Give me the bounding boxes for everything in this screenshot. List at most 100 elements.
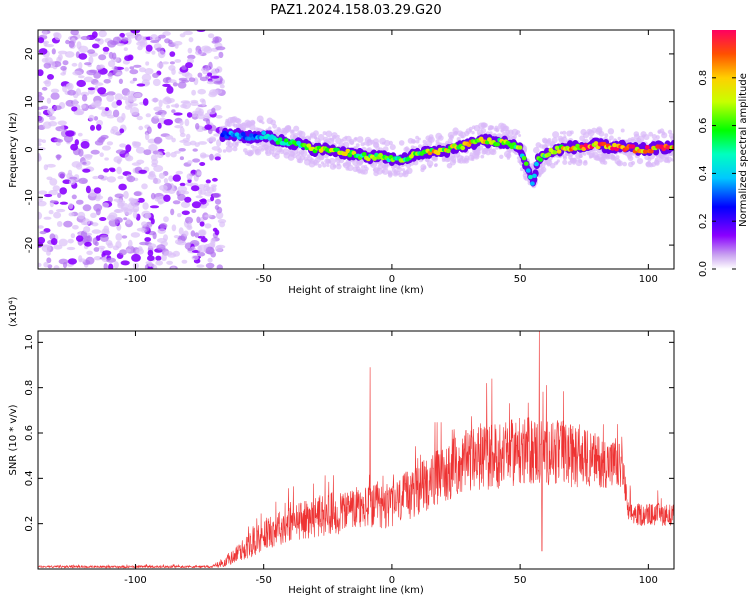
noise-blob bbox=[44, 193, 53, 198]
noise-blob bbox=[150, 218, 155, 225]
noise-blob bbox=[151, 97, 159, 103]
ridge-halo bbox=[428, 164, 432, 169]
noise-blob bbox=[58, 238, 68, 247]
noise-blob bbox=[123, 47, 128, 51]
noise-blob bbox=[130, 232, 141, 238]
ridge-halo bbox=[251, 120, 256, 125]
noise-blob bbox=[117, 175, 124, 180]
noise-blob bbox=[207, 257, 213, 263]
noise-blob bbox=[98, 54, 107, 61]
noise-blob bbox=[113, 65, 118, 74]
noise-blob bbox=[166, 260, 174, 265]
noise-blob bbox=[185, 216, 193, 224]
noise-blob bbox=[194, 232, 199, 238]
noise-blob bbox=[56, 221, 63, 227]
ridge-halo bbox=[313, 130, 319, 137]
noise-blob bbox=[65, 130, 75, 137]
noise-blob bbox=[56, 139, 64, 143]
noise-blob bbox=[163, 250, 173, 256]
ridge-halo bbox=[415, 139, 420, 144]
colorbar-tick-label: 0.6 bbox=[698, 118, 709, 134]
ridge-halo bbox=[602, 160, 608, 165]
ridge-halo bbox=[298, 130, 306, 138]
ridge-halo bbox=[471, 131, 475, 135]
noise-blob bbox=[191, 255, 199, 261]
ridge-halo bbox=[483, 123, 488, 128]
noise-blob bbox=[142, 202, 149, 210]
ridge-halo bbox=[463, 158, 470, 164]
noise-blob bbox=[218, 51, 224, 59]
noise-blob bbox=[200, 198, 207, 205]
noise-blob bbox=[187, 222, 192, 229]
colorbar-tick-label: 0.2 bbox=[698, 213, 709, 229]
noise-blob bbox=[174, 125, 184, 129]
noise-blob bbox=[66, 246, 76, 251]
noise-blob bbox=[94, 140, 104, 146]
noise-blob bbox=[197, 72, 203, 78]
ridge-core bbox=[644, 145, 650, 150]
noise-blob bbox=[203, 46, 213, 54]
noise-blob bbox=[209, 153, 214, 161]
noise-blob bbox=[117, 202, 125, 207]
noise-blob bbox=[91, 31, 98, 39]
ridge-halo bbox=[519, 167, 524, 172]
noise-blob bbox=[172, 200, 181, 205]
ridge-core bbox=[614, 146, 619, 152]
ridge-core bbox=[554, 145, 560, 150]
noise-blob bbox=[172, 82, 178, 87]
ridge-core bbox=[534, 161, 539, 167]
noise-blob bbox=[58, 258, 69, 265]
noise-blob bbox=[160, 113, 166, 118]
ridge-core bbox=[445, 148, 451, 154]
noise-blob bbox=[82, 218, 91, 226]
noise-blob bbox=[118, 78, 123, 85]
ridge-halo bbox=[308, 136, 312, 140]
noise-blob bbox=[159, 223, 168, 229]
ridge-core bbox=[610, 146, 615, 151]
noise-blob bbox=[153, 106, 163, 112]
noise-blob bbox=[115, 149, 126, 154]
ridge-halo bbox=[434, 163, 438, 168]
ridge-halo bbox=[319, 155, 324, 161]
ridge-halo bbox=[549, 162, 556, 169]
ridge-halo bbox=[355, 143, 360, 148]
noise-blob bbox=[157, 200, 164, 205]
noise-blob bbox=[177, 81, 187, 89]
noise-blob bbox=[43, 216, 52, 220]
noise-blob bbox=[102, 250, 112, 256]
noise-blob bbox=[63, 220, 73, 228]
noise-blob bbox=[215, 211, 224, 220]
noise-blob bbox=[145, 44, 153, 52]
ridge-core bbox=[261, 130, 267, 136]
noise-blob bbox=[116, 99, 122, 106]
noise-blob bbox=[125, 98, 130, 106]
noise-blob bbox=[137, 197, 145, 203]
noise-blob bbox=[144, 213, 151, 219]
noise-blob bbox=[48, 189, 59, 196]
noise-blob bbox=[38, 48, 48, 55]
noise-blob bbox=[38, 111, 42, 117]
noise-blob bbox=[68, 202, 74, 210]
noise-blob bbox=[144, 237, 152, 242]
noise-blob bbox=[119, 143, 127, 148]
ridge-halo bbox=[627, 155, 634, 162]
noise-blob bbox=[129, 66, 135, 70]
noise-blob bbox=[78, 75, 85, 79]
noise-blob bbox=[126, 175, 136, 183]
noise-blob bbox=[183, 230, 189, 237]
noise-blob bbox=[108, 263, 114, 269]
noise-blob bbox=[205, 262, 215, 269]
noise-blob bbox=[162, 61, 169, 65]
noise-blob bbox=[107, 196, 113, 203]
ridge-core bbox=[528, 174, 533, 180]
x-tick-label: -100 bbox=[124, 274, 147, 285]
noise-blob bbox=[181, 79, 190, 83]
noise-blob bbox=[141, 183, 148, 190]
noise-blob bbox=[199, 230, 206, 237]
snr-panel: -100 -50 0 50 100 0.2 0.4 0.6 0.8 1.0 Height of … bbox=[8, 296, 675, 596]
noise-blob bbox=[49, 115, 57, 121]
noise-blob bbox=[59, 201, 68, 205]
noise-blob bbox=[174, 43, 179, 49]
ridge-halo bbox=[540, 166, 547, 173]
ridge-halo bbox=[553, 161, 558, 166]
